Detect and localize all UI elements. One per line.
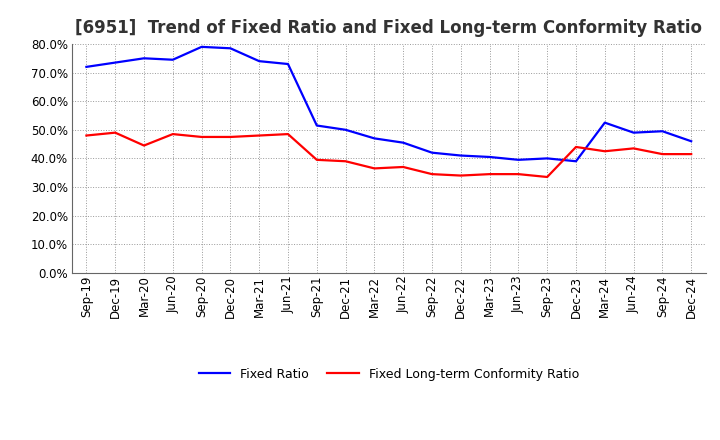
Fixed Long-term Conformity Ratio bbox=[399, 164, 408, 169]
Fixed Ratio bbox=[255, 59, 264, 64]
Fixed Ratio bbox=[168, 57, 177, 62]
Fixed Long-term Conformity Ratio bbox=[428, 172, 436, 177]
Fixed Long-term Conformity Ratio bbox=[197, 134, 206, 139]
Fixed Ratio bbox=[197, 44, 206, 49]
Fixed Ratio bbox=[370, 136, 379, 141]
Fixed Long-term Conformity Ratio bbox=[600, 149, 609, 154]
Line: Fixed Ratio: Fixed Ratio bbox=[86, 47, 691, 161]
Fixed Long-term Conformity Ratio bbox=[514, 172, 523, 177]
Fixed Ratio bbox=[600, 120, 609, 125]
Fixed Ratio bbox=[284, 61, 292, 66]
Fixed Long-term Conformity Ratio bbox=[658, 151, 667, 157]
Fixed Long-term Conformity Ratio bbox=[168, 132, 177, 137]
Fixed Long-term Conformity Ratio bbox=[255, 133, 264, 138]
Fixed Long-term Conformity Ratio bbox=[687, 151, 696, 157]
Fixed Ratio bbox=[514, 157, 523, 162]
Fixed Long-term Conformity Ratio bbox=[111, 130, 120, 136]
Fixed Long-term Conformity Ratio bbox=[312, 157, 321, 162]
Fixed Ratio bbox=[629, 130, 638, 136]
Fixed Long-term Conformity Ratio bbox=[284, 132, 292, 137]
Fixed Ratio bbox=[485, 154, 494, 160]
Fixed Ratio bbox=[399, 140, 408, 145]
Fixed Long-term Conformity Ratio bbox=[456, 173, 465, 178]
Fixed Long-term Conformity Ratio bbox=[341, 158, 350, 164]
Fixed Ratio bbox=[312, 123, 321, 128]
Fixed Long-term Conformity Ratio bbox=[629, 146, 638, 151]
Fixed Ratio bbox=[428, 150, 436, 155]
Fixed Ratio bbox=[658, 128, 667, 134]
Fixed Long-term Conformity Ratio bbox=[543, 174, 552, 180]
Line: Fixed Long-term Conformity Ratio: Fixed Long-term Conformity Ratio bbox=[86, 133, 691, 177]
Fixed Ratio bbox=[543, 156, 552, 161]
Fixed Ratio bbox=[341, 127, 350, 132]
Fixed Long-term Conformity Ratio bbox=[370, 166, 379, 171]
Fixed Long-term Conformity Ratio bbox=[140, 143, 148, 148]
Fixed Ratio bbox=[572, 158, 580, 164]
Fixed Ratio bbox=[456, 153, 465, 158]
Legend: Fixed Ratio, Fixed Long-term Conformity Ratio: Fixed Ratio, Fixed Long-term Conformity … bbox=[194, 363, 584, 385]
Title: [6951]  Trend of Fixed Ratio and Fixed Long-term Conformity Ratio: [6951] Trend of Fixed Ratio and Fixed Lo… bbox=[76, 19, 702, 37]
Fixed Ratio bbox=[687, 139, 696, 144]
Fixed Long-term Conformity Ratio bbox=[485, 172, 494, 177]
Fixed Long-term Conformity Ratio bbox=[572, 144, 580, 150]
Fixed Ratio bbox=[111, 60, 120, 65]
Fixed Long-term Conformity Ratio bbox=[82, 133, 91, 138]
Fixed Ratio bbox=[226, 46, 235, 51]
Fixed Ratio bbox=[82, 64, 91, 70]
Fixed Ratio bbox=[140, 55, 148, 61]
Fixed Long-term Conformity Ratio bbox=[226, 134, 235, 139]
